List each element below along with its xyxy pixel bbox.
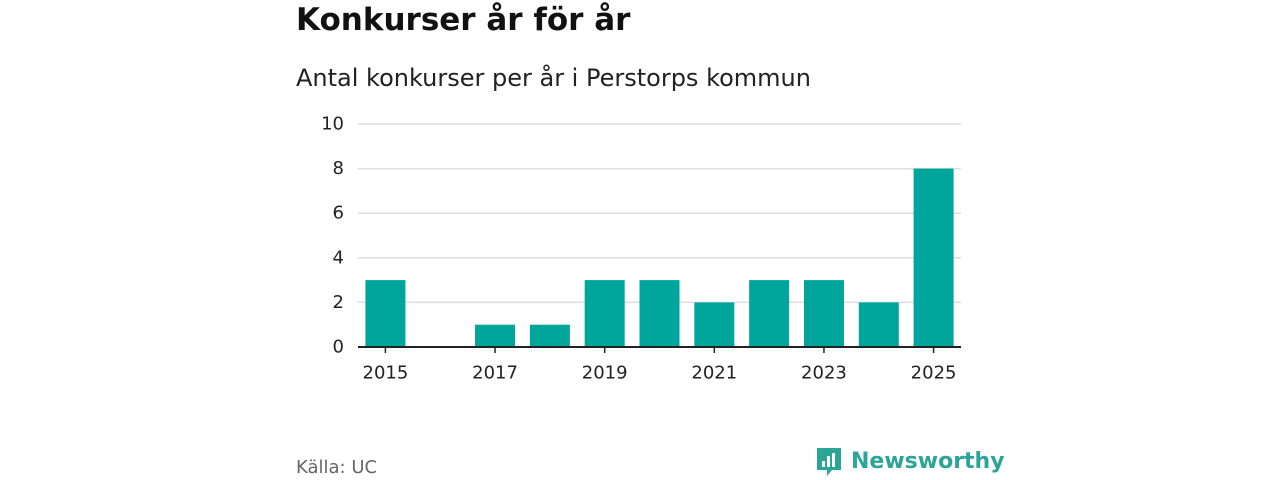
chart-title: Konkurser år för år — [296, 2, 631, 38]
brand-name: Newsworthy — [851, 449, 1005, 474]
source-note: Källa: UC — [296, 457, 378, 478]
bar — [475, 324, 516, 347]
y-tick-label: 6 — [333, 203, 344, 224]
y-tick-label: 10 — [321, 114, 344, 135]
brand: Newsworthy — [815, 446, 1005, 478]
y-tick-label: 0 — [333, 337, 344, 358]
x-tick-label: 2021 — [691, 363, 737, 384]
bar — [584, 280, 625, 347]
bar — [749, 280, 790, 347]
x-tick-label: 2017 — [472, 363, 518, 384]
y-tick-label: 4 — [333, 247, 344, 268]
bar — [365, 280, 406, 347]
x-tick-label: 2015 — [363, 363, 409, 384]
y-tick-label: 2 — [333, 292, 344, 313]
x-tick-label: 2019 — [582, 363, 628, 384]
bar — [913, 168, 954, 347]
x-tick-label: 2023 — [801, 363, 847, 384]
bar — [694, 302, 735, 347]
bar — [529, 324, 570, 347]
bar — [858, 302, 899, 347]
x-tick-label: 2025 — [911, 363, 957, 384]
y-tick-label: 8 — [333, 158, 344, 179]
bar — [803, 280, 844, 347]
bar — [639, 280, 680, 347]
chart-subtitle: Antal konkurser per år i Perstorps kommu… — [296, 64, 811, 92]
newsworthy-logo-icon — [817, 448, 841, 476]
